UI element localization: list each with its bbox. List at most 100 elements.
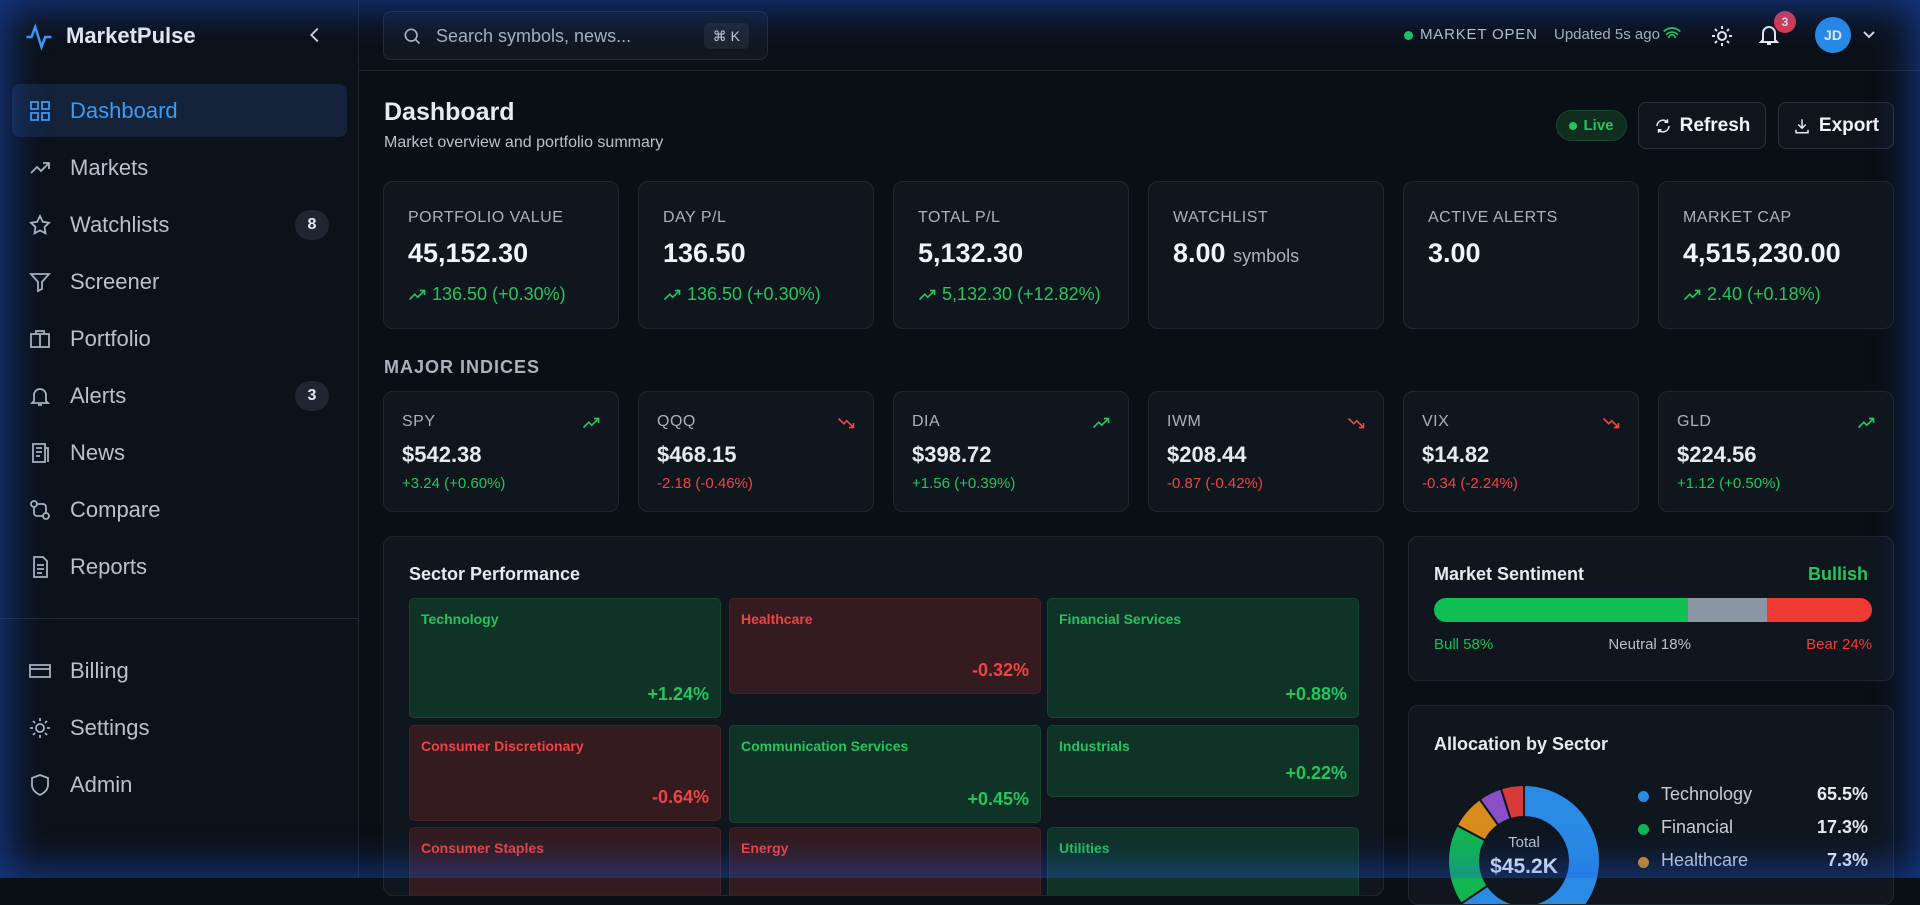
nav-icon [30, 717, 50, 738]
nav-icon [30, 100, 50, 121]
trend-path [582, 417, 600, 429]
index-card[interactable]: IWM $208.44 -0.87 (-0.42%) [1148, 391, 1384, 512]
nav-badge: 3 [295, 380, 329, 411]
stat-label: DAY P/L [663, 209, 727, 226]
nav-item[interactable]: Dashboard [12, 84, 347, 137]
index-change: +3.24 (+0.60%) [402, 475, 506, 492]
nav-item[interactable]: Alerts 3 [12, 369, 347, 422]
nav-item[interactable]: Compare [12, 483, 347, 536]
avatar[interactable]: JD [1815, 17, 1851, 53]
sector-tile[interactable]: Financial Services +0.88% [1047, 598, 1359, 718]
trend-icon [837, 417, 855, 429]
index-price: $398.72 [912, 442, 992, 467]
legend-value: 65.5% [1816, 784, 1868, 804]
nav-item[interactable]: Watchlists 8 [12, 198, 347, 251]
sector-name: Financial Services [1059, 611, 1182, 627]
index-price: $14.82 [1422, 442, 1490, 467]
sector-tile[interactable]: Technology +1.24% [409, 598, 721, 718]
index-price: $208.44 [1167, 442, 1247, 467]
trend-path [1683, 289, 1701, 301]
sector-name: Energy [741, 840, 789, 856]
index-card[interactable]: SPY $542.38 +3.24 (+0.60%) [383, 391, 619, 512]
nav-icon [29, 272, 51, 292]
index-card[interactable]: QQQ $468.15 -2.18 (-0.46%) [638, 391, 874, 512]
sector-change: -0.32% [971, 660, 1029, 680]
sentiment-label: Bear 24% [1806, 636, 1872, 653]
icon-path [30, 329, 50, 348]
trend-icon [408, 289, 426, 301]
search-box[interactable]: Search symbols, news... ⌘ K [383, 11, 768, 60]
nav-label: Billing [70, 657, 129, 683]
stat-number: 3.00 [1428, 238, 1481, 268]
sector-tile[interactable]: Communication Services +0.45% [729, 725, 1041, 823]
divider [0, 618, 359, 619]
stat-value: 8.00 symbols [1173, 238, 1299, 269]
stat-change: 2.40 (+0.18%) [1707, 284, 1821, 304]
sector-tile[interactable]: Utilities+0.15% [1047, 827, 1359, 895]
sector-name: Consumer Staples [421, 840, 544, 856]
export-button[interactable]: Export [1778, 102, 1894, 149]
nav-icon [30, 499, 50, 520]
nav-icon [29, 387, 51, 406]
sector-tile[interactable]: Healthcare -0.32% [729, 598, 1041, 694]
trend-path [1347, 417, 1365, 429]
trend-path [837, 417, 855, 429]
stat-value: 3.00 [1428, 238, 1481, 269]
trend-icon [1347, 417, 1365, 429]
legend-dot [1638, 857, 1649, 868]
indices-title: MAJOR INDICES [384, 357, 541, 377]
refresh-label: Refresh [1679, 114, 1751, 136]
icon-path [29, 387, 51, 406]
legend-value: 7.3% [1826, 850, 1868, 870]
icon-path [32, 442, 49, 463]
nav-label: Admin [70, 771, 133, 797]
index-card[interactable]: GLD $224.56 +1.12 (+0.50%) [1658, 391, 1894, 512]
nav-item[interactable]: Portfolio [12, 312, 347, 365]
collapse-button[interactable] [304, 24, 326, 46]
index-change: -0.87 (-0.42%) [1167, 475, 1263, 492]
icon-path [30, 100, 50, 121]
sector-change: +1.24% [647, 684, 709, 704]
nav-item[interactable]: Screener [12, 255, 347, 308]
theme-toggle[interactable] [1710, 24, 1734, 48]
nav-item[interactable]: News [12, 426, 347, 479]
sector-change: +0.88% [1285, 684, 1347, 704]
trend-path [1857, 417, 1875, 429]
stat-label: ACTIVE ALERTS [1428, 209, 1558, 226]
index-card[interactable]: DIA $398.72 +1.56 (+0.39%) [893, 391, 1129, 512]
sector-name: Healthcare [741, 611, 813, 627]
nav-item[interactable]: Billing [12, 644, 347, 697]
sector-change: +0.22% [1285, 763, 1347, 783]
index-card[interactable]: VIX $14.82 -0.34 (-2.24%) [1403, 391, 1639, 512]
nav-item[interactable]: Reports [12, 540, 347, 593]
refresh-button[interactable]: Refresh [1638, 102, 1766, 149]
nav-icon [33, 555, 48, 578]
sector-tile[interactable]: Consumer Staples-0.18% [409, 827, 721, 895]
trend-icon [1683, 289, 1701, 301]
nav-icon [31, 773, 49, 796]
sector-tile[interactable]: Industrials +0.22% [1047, 725, 1359, 797]
sector-tile[interactable]: Consumer Discretionary -0.64% [409, 725, 721, 821]
avatar-chevron[interactable] [1861, 28, 1877, 42]
stat-label: PORTFOLIO VALUE [408, 209, 564, 226]
donut-total-label: Total [1508, 834, 1540, 851]
nav-item[interactable]: Admin [12, 758, 347, 811]
sentiment-title: Market Sentiment [1434, 564, 1585, 584]
nav-icon [29, 213, 51, 235]
index-change: -0.34 (-2.24%) [1422, 475, 1518, 492]
sector-tile[interactable]: Energy-0.92% [729, 827, 1041, 895]
brand: MarketPulse [66, 23, 196, 48]
sentiment-bar [1434, 598, 1872, 622]
nav-label: Watchlists [70, 211, 170, 237]
updated: Updated 5s ago [1554, 26, 1660, 43]
stat-unit: symbols [1233, 246, 1300, 266]
nav-item[interactable]: Markets [12, 141, 347, 194]
live-badge: Live [1556, 110, 1627, 141]
live-label: Live [1583, 117, 1614, 134]
nav-item[interactable]: Settings [12, 701, 347, 754]
sentiment-segment [1766, 598, 1872, 622]
sector-panel: Sector Performance Technology +1.24% Healt… [383, 536, 1384, 896]
bell-icon[interactable] [1757, 22, 1781, 48]
refresh-icon [1655, 118, 1670, 133]
trend-icon [918, 289, 936, 301]
